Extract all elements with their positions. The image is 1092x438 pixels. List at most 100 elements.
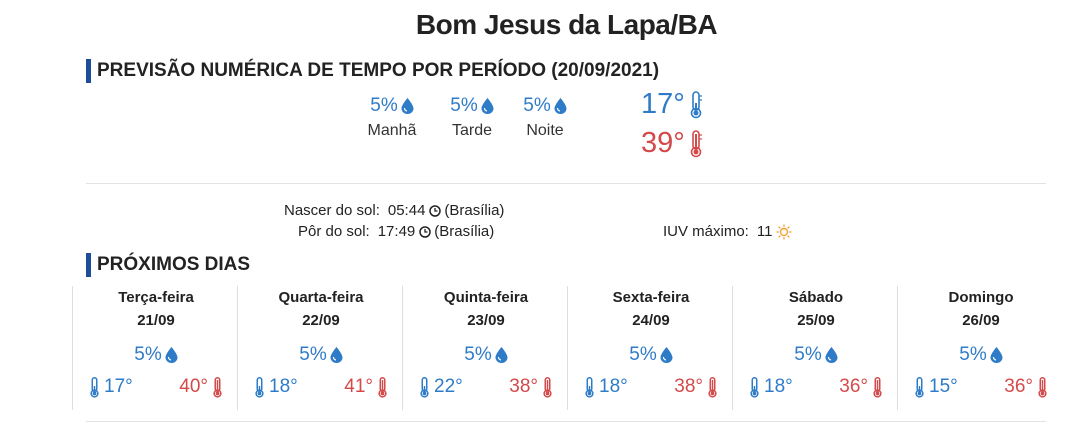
day-date: 23/09 (467, 312, 505, 329)
day-card: Sábado 25/09 5% 18° 36° (732, 286, 899, 410)
sunrise-label: Nascer do sol: (284, 202, 380, 219)
sunrise-time: 05:44 (387, 202, 426, 219)
period-afternoon-label: Tarde (451, 122, 493, 139)
raindrop-icon (990, 347, 1003, 363)
day-temp-min: 18° (584, 376, 628, 398)
raindrop-icon (495, 347, 508, 363)
sun-icon (776, 224, 792, 239)
uv-value: 11 (756, 223, 773, 240)
sunset-label: Pôr do sol: (298, 223, 370, 240)
period-morning-label: Manhã (367, 122, 417, 139)
day-name: Quarta-feira (278, 289, 364, 306)
day-temp-max-value: 36° (1004, 376, 1033, 397)
thermometer-cold-icon (585, 376, 594, 398)
temp-min: 17° (641, 88, 703, 121)
forecast-section-title: PREVISÃO NUMÉRICA DE TEMPO POR PERÍODO (… (86, 59, 659, 83)
sunrise-timezone: (Brasília) (444, 202, 505, 219)
day-card: Sexta-feira 24/09 5% 18° 38° (567, 286, 734, 410)
day-date: 22/09 (302, 312, 340, 329)
day-temp-min-value: 18° (599, 376, 628, 397)
uv-label: IUV máximo: (663, 223, 749, 240)
day-card: Quinta-feira 23/09 5% 22° 38° (402, 286, 569, 410)
day-date: 21/09 (137, 312, 175, 329)
day-rain-chance: 5% (568, 343, 734, 367)
thermometer-hot-icon (1038, 376, 1047, 398)
day-card: Domingo 26/09 5% 15° 36° (897, 286, 1064, 410)
day-temp-min-value: 17° (104, 376, 133, 397)
day-rain-pct: 5% (299, 344, 327, 365)
raindrop-icon (165, 347, 178, 363)
thermometer-cold-icon (750, 376, 759, 398)
thermometer-cold-icon (420, 376, 429, 398)
clock-icon (419, 225, 432, 238)
day-card: Quarta-feira 22/09 5% 18° 41° (237, 286, 404, 410)
day-temp-min-value: 18° (764, 376, 793, 397)
thermometer-hot-icon (213, 376, 222, 398)
period-night-pct: 5% (523, 95, 551, 116)
day-rain-pct: 5% (134, 344, 162, 365)
period-afternoon-pct: 5% (450, 95, 478, 116)
raindrop-icon (401, 98, 414, 114)
thermometer-cold-icon (915, 376, 924, 398)
thermometer-cold-icon (90, 376, 99, 398)
divider (86, 421, 1046, 422)
uv-row: IUV máximo: 11 (663, 223, 792, 240)
sunset-timezone: (Brasília) (434, 223, 495, 240)
raindrop-icon (825, 347, 838, 363)
day-temp-min: 15° (914, 376, 958, 398)
day-rain-chance: 5% (898, 343, 1064, 367)
sunset-time: 17:49 (377, 223, 416, 240)
sunset-row: Pôr do sol: 17:49 (Brasília) (298, 223, 494, 240)
divider (86, 183, 1046, 184)
raindrop-icon (660, 347, 673, 363)
day-temp-min-value: 18° (269, 376, 298, 397)
day-temp-min: 18° (749, 376, 793, 398)
day-rain-pct: 5% (629, 344, 657, 365)
day-temp-max: 40° (179, 376, 223, 398)
period-afternoon: 5% Tarde (442, 95, 502, 140)
thermometer-hot-icon (873, 376, 882, 398)
day-rain-pct: 5% (464, 344, 492, 365)
day-temp-max: 36° (839, 376, 883, 398)
day-rain-pct: 5% (959, 344, 987, 365)
day-rain-pct: 5% (794, 344, 822, 365)
sunrise-row: Nascer do sol: 05:44 (Brasília) (284, 202, 504, 219)
period-night: 5% Noite (515, 95, 575, 140)
day-date: 24/09 (632, 312, 670, 329)
day-name: Terça-feira (118, 289, 194, 306)
day-temp-min: 18° (254, 376, 298, 398)
day-temp-max: 38° (674, 376, 718, 398)
day-date: 26/09 (962, 312, 1000, 329)
day-temp-min-value: 15° (929, 376, 958, 397)
day-rain-chance: 5% (733, 343, 899, 367)
day-name: Domingo (948, 289, 1014, 306)
period-morning-pct: 5% (370, 95, 398, 116)
temp-max: 39° (641, 127, 703, 160)
day-rain-chance: 5% (73, 343, 239, 367)
day-name: Sexta-feira (612, 289, 690, 306)
day-temp-max-value: 38° (674, 376, 703, 397)
temp-max-value: 39° (641, 127, 685, 159)
day-rain-chance: 5% (403, 343, 569, 367)
day-name: Quinta-feira (443, 289, 529, 306)
thermometer-hot-icon (378, 376, 387, 398)
thermometer-cold-icon (690, 90, 702, 118)
day-temp-min: 22° (419, 376, 463, 398)
day-temp-max-value: 40° (179, 376, 208, 397)
day-name: Sábado (788, 289, 844, 306)
city-title: Bom Jesus da Lapa/BA (415, 9, 718, 40)
thermometer-cold-icon (255, 376, 264, 398)
day-temp-max-value: 38° (509, 376, 538, 397)
clock-icon (429, 204, 442, 217)
raindrop-icon (330, 347, 343, 363)
day-temp-max: 38° (509, 376, 553, 398)
day-temp-max-value: 41° (344, 376, 373, 397)
day-date: 25/09 (797, 312, 835, 329)
next-days-title: PRÓXIMOS DIAS (86, 253, 250, 277)
temp-min-value: 17° (641, 88, 685, 120)
day-temp-max-value: 36° (839, 376, 868, 397)
day-temp-max: 41° (344, 376, 388, 398)
day-temp-max: 36° (1004, 376, 1048, 398)
raindrop-icon (481, 98, 494, 114)
thermometer-hot-icon (543, 376, 552, 398)
